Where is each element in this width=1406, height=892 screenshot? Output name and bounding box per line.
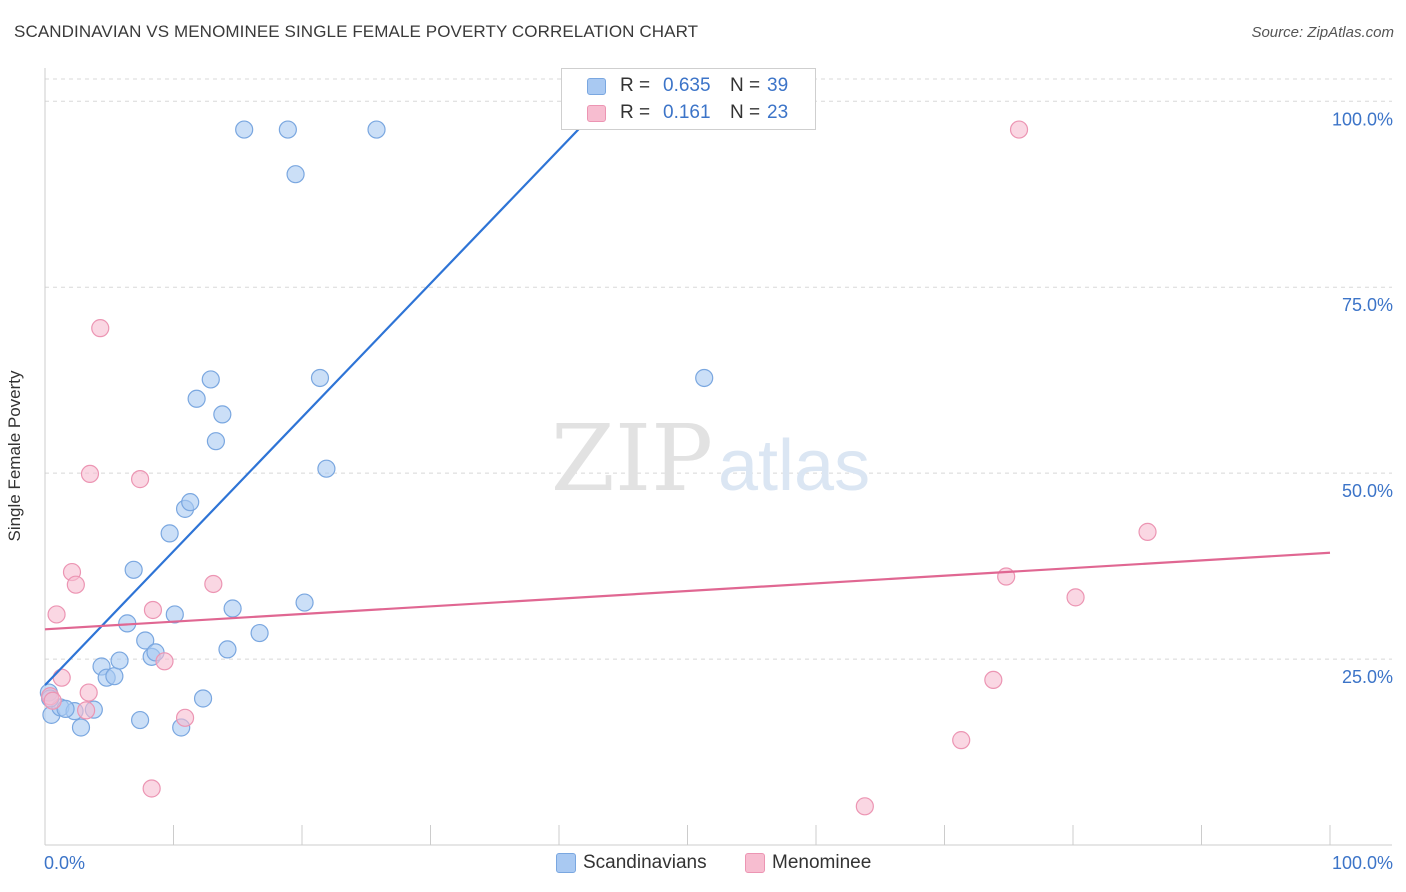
n-value-scandinavian: 39 bbox=[767, 75, 789, 96]
scandinavian-point bbox=[165, 605, 184, 624]
stats-row-scandinavian: R = 0.635 N = 39 bbox=[562, 72, 815, 102]
menominee-point bbox=[175, 708, 195, 727]
menominee-point bbox=[142, 779, 161, 798]
r-value-scandinavian: 0.635 bbox=[663, 75, 711, 96]
n-label: N = bbox=[730, 102, 761, 123]
scandinavian-point bbox=[56, 699, 75, 719]
scandinavian-point bbox=[317, 459, 336, 478]
menominee-swatch bbox=[587, 105, 606, 122]
menominee-legend-swatch bbox=[745, 853, 765, 873]
menominee-point bbox=[855, 797, 874, 816]
scandinavian-point bbox=[187, 389, 206, 408]
scandinavian-point bbox=[250, 623, 269, 643]
scandinavian-point bbox=[110, 651, 129, 670]
watermark: ZIP atlas bbox=[551, 405, 870, 512]
points-layer bbox=[39, 120, 1157, 816]
scandinavian-point bbox=[105, 667, 124, 686]
y-tick-label: 25.0% bbox=[1342, 667, 1393, 687]
x-tick-label: 0.0% bbox=[44, 853, 85, 873]
chart-source: Source: ZipAtlas.com bbox=[1251, 24, 1394, 41]
menominee-trend-line bbox=[44, 551, 1331, 631]
scandinavian-point bbox=[206, 432, 226, 451]
menominee-point bbox=[1138, 522, 1157, 542]
scandinavian-point bbox=[136, 631, 155, 650]
y-tick-label: 100.0% bbox=[1332, 109, 1393, 129]
scandinavian-point bbox=[218, 640, 237, 659]
menominee-point bbox=[80, 464, 100, 483]
menominee-point bbox=[952, 731, 971, 750]
menominee-point bbox=[77, 701, 96, 720]
menominee-point bbox=[143, 600, 163, 620]
scandinavians-legend-swatch bbox=[556, 853, 576, 873]
menominee-point bbox=[984, 670, 1003, 690]
scandinavian-point bbox=[160, 524, 179, 543]
scandinavian-trend-line bbox=[44, 115, 592, 686]
legend-label: Menominee bbox=[772, 852, 872, 873]
stats-box: R = 0.635 N = 39 R = 0.161 N = 23 bbox=[561, 68, 816, 130]
scandinavian-point bbox=[367, 120, 386, 139]
grid-layer bbox=[45, 78, 1392, 660]
scandinavian-point bbox=[193, 689, 213, 708]
watermark-zip: ZIP bbox=[551, 405, 713, 512]
scandinavian-point bbox=[71, 718, 91, 737]
scandinavian-point bbox=[310, 368, 330, 388]
scandinavian-point bbox=[213, 405, 232, 424]
y-tick-label: 50.0% bbox=[1342, 481, 1393, 501]
menominee-point bbox=[1009, 120, 1029, 139]
menominee-point bbox=[155, 652, 174, 671]
scandinavian-point bbox=[286, 165, 305, 184]
n-value-menominee: 23 bbox=[767, 102, 789, 123]
menominee-point bbox=[43, 691, 62, 710]
menominee-point bbox=[91, 319, 110, 338]
menominee-point bbox=[1066, 588, 1085, 607]
scandinavian-point bbox=[278, 120, 297, 139]
trend-layer bbox=[44, 115, 1331, 686]
menominee-point bbox=[204, 574, 223, 594]
axis-layer: 25.0% 50.0% 75.0% 100.0% 0.0% 100.0% bbox=[44, 68, 1393, 873]
scandinavian-point bbox=[695, 368, 714, 388]
menominee-point bbox=[79, 683, 98, 702]
scandinavian-swatch bbox=[587, 78, 606, 95]
menominee-point bbox=[130, 470, 150, 489]
scandinavian-point bbox=[130, 710, 150, 730]
n-label: N = bbox=[730, 75, 761, 96]
x-tick-label: 100.0% bbox=[1332, 853, 1393, 873]
watermark-atlas: atlas bbox=[718, 426, 870, 506]
scandinavian-point bbox=[181, 493, 200, 512]
menominee-point bbox=[66, 575, 85, 594]
menominee-point bbox=[52, 668, 71, 687]
legend-label: Scandinavians bbox=[583, 852, 707, 873]
scandinavian-point bbox=[124, 560, 143, 579]
scandinavian-point bbox=[295, 593, 314, 612]
y-tick-label: 75.0% bbox=[1342, 295, 1393, 315]
chart-title: SCANDINAVIAN VS MENOMINEE SINGLE FEMALE … bbox=[14, 22, 699, 41]
scandinavian-point bbox=[223, 599, 242, 618]
menominee-point bbox=[47, 605, 66, 624]
r-label: R = bbox=[620, 102, 651, 123]
r-value-menominee: 0.161 bbox=[663, 102, 711, 123]
scandinavian-point bbox=[201, 370, 220, 389]
r-label: R = bbox=[620, 75, 651, 96]
scandinavian-point bbox=[235, 120, 254, 139]
stats-row-menominee: R = 0.161 N = 23 bbox=[562, 99, 815, 129]
